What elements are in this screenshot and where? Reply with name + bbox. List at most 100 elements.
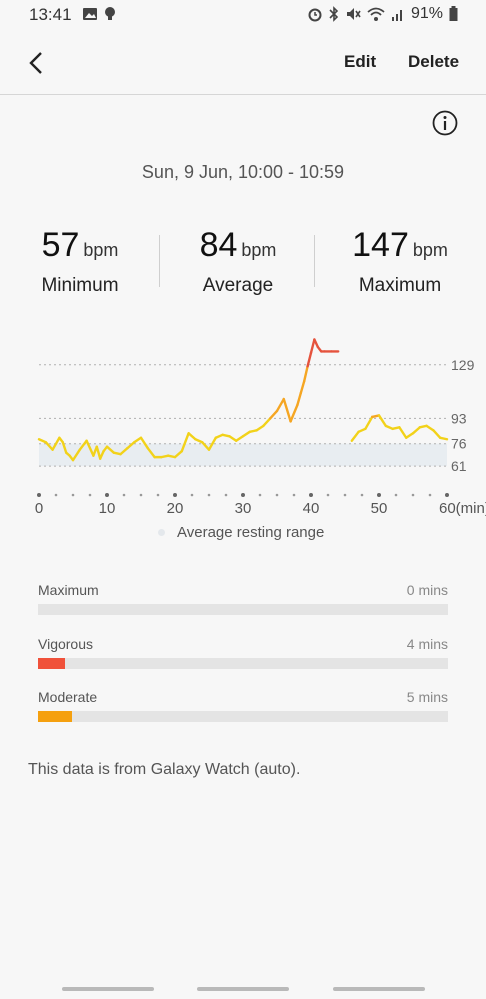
heart-rate-line-segment xyxy=(173,449,184,459)
delete-button[interactable]: Delete xyxy=(408,52,460,71)
x-axis-tick xyxy=(343,493,347,497)
zone-progress-fill xyxy=(38,658,66,669)
nav-home-button[interactable] xyxy=(197,987,289,991)
image-icon xyxy=(83,8,97,20)
x-tick-label: 0 xyxy=(35,500,43,517)
heart-rate-line-segment xyxy=(61,441,68,454)
x-axis-tick xyxy=(105,493,109,497)
x-axis-tick xyxy=(360,493,364,497)
average-unit: bpm xyxy=(241,240,277,260)
x-tick-label: 60(min) xyxy=(439,500,486,517)
back-button[interactable] xyxy=(22,48,52,78)
heart-rate-line-segment xyxy=(200,441,211,451)
nav-back-button[interactable] xyxy=(333,987,425,991)
mute-icon xyxy=(346,8,361,20)
heart-rate-line-segment xyxy=(105,445,116,454)
info-button[interactable] xyxy=(431,109,459,137)
heart-rate-line-segment xyxy=(44,441,54,451)
heart-rate-line-segment xyxy=(180,432,190,453)
minimum-unit: bpm xyxy=(83,240,119,260)
heart-rate-line-segment xyxy=(275,397,285,413)
y-tick-label: 61 xyxy=(451,458,467,474)
minimum-value: 57 xyxy=(41,226,80,264)
x-axis-tick xyxy=(224,493,228,497)
maximum-label: Maximum xyxy=(358,275,442,296)
resting-range-band xyxy=(39,443,447,467)
heart-rate-line-segment xyxy=(398,426,408,439)
session-date-range: Sun, 9 Jun, 10:00 - 10:59 xyxy=(141,162,345,182)
x-axis-tick xyxy=(156,493,160,497)
heart-rate-line-segment xyxy=(384,424,394,431)
zone-time: 4 mins xyxy=(406,636,448,652)
zone-maximum: Maximum 0 mins xyxy=(38,582,448,615)
x-tick-label: 50 xyxy=(371,500,388,517)
data-source-note: This data is from Galaxy Watch (auto). xyxy=(28,761,301,778)
heart-rate-line-segment xyxy=(289,403,299,423)
x-axis-tick xyxy=(173,493,177,497)
x-axis-tick xyxy=(88,493,92,497)
x-axis-tick xyxy=(292,493,296,497)
x-axis-tick xyxy=(275,493,279,497)
x-axis-tick xyxy=(326,493,330,497)
zone-label: Moderate xyxy=(38,689,98,705)
x-axis-tick xyxy=(37,493,41,497)
battery-percent: 91% xyxy=(410,5,443,22)
legend-label: Average resting range xyxy=(177,524,325,541)
heart-rate-chart: 129 93 76 61 0 10 20 30 40 50 60(min) xyxy=(0,330,486,520)
maximum-value: 147 xyxy=(352,226,409,264)
heart-rate-line-segment xyxy=(299,379,306,395)
resting-range-swatch xyxy=(158,529,165,536)
heart-rate-line-segment xyxy=(357,427,367,434)
x-tick-label: 20 xyxy=(167,500,184,517)
zone-vigorous: Vigorous 4 mins xyxy=(38,636,448,669)
y-tick-label: 93 xyxy=(451,410,467,426)
stat-average: 84 bpm Average xyxy=(158,226,318,297)
heart-rate-line-segment xyxy=(241,430,252,438)
average-value: 84 xyxy=(199,226,238,264)
heart-rate-line-segment xyxy=(432,429,442,439)
heart-rate-line-segment xyxy=(146,446,156,459)
edit-button[interactable]: Edit xyxy=(344,52,377,71)
zone-label: Maximum xyxy=(38,582,99,598)
x-axis-tick xyxy=(428,493,432,497)
heart-rate-line-segment xyxy=(350,430,360,442)
x-axis-tick xyxy=(207,493,211,497)
heart-rate-line-segment xyxy=(85,439,95,457)
navigation-bar xyxy=(0,985,486,999)
heart-rate-line-segment xyxy=(234,435,245,442)
wifi-icon xyxy=(367,7,385,21)
heart-rate-line-segment xyxy=(282,397,292,423)
heart-rate-line-segment xyxy=(377,414,387,428)
x-axis-tick xyxy=(54,493,58,497)
x-axis-tick xyxy=(241,493,245,497)
battery-icon xyxy=(449,6,458,21)
chevron-left-icon xyxy=(29,52,42,74)
nav-recents-button[interactable] xyxy=(62,987,154,991)
heart-rate-line-segment xyxy=(119,446,129,456)
chart-legend: Average resting range xyxy=(158,524,324,541)
heart-rate-line-segment xyxy=(309,338,316,355)
zone-progress-track xyxy=(38,658,448,669)
heart-rate-line-segment xyxy=(306,351,313,368)
heart-rate-chart-svg: 129 93 76 61 0 10 20 30 40 50 60(min) xyxy=(35,338,486,517)
signal-icon xyxy=(391,10,402,21)
x-axis-tick xyxy=(411,493,415,497)
heart-rate-line-segment xyxy=(132,436,143,444)
heart-rate-line-segment xyxy=(313,338,319,349)
x-axis-tick xyxy=(394,493,398,497)
zone-label: Vigorous xyxy=(38,636,94,652)
zone-progress-track xyxy=(38,711,448,722)
stat-divider xyxy=(159,235,160,287)
heart-rate-line-segment xyxy=(255,424,265,432)
x-axis-tick xyxy=(122,493,126,497)
heart-rate-line-segment xyxy=(207,436,218,451)
x-tick-label: 10 xyxy=(99,500,116,517)
average-label: Average xyxy=(202,275,274,296)
heart-rate-line-segment xyxy=(98,449,105,460)
x-axis-tick xyxy=(190,493,194,497)
maximum-unit: bpm xyxy=(412,240,448,260)
status-left-icons xyxy=(82,6,116,22)
heart-rate-line-segment xyxy=(37,438,47,444)
status-right-icons: 91% xyxy=(307,5,458,23)
info-icon xyxy=(432,110,458,136)
